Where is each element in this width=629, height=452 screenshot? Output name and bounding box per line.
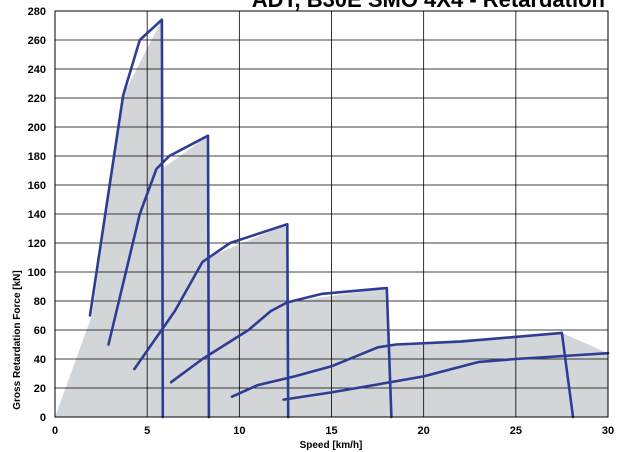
y-tick-label: 60 [34, 325, 46, 337]
x-tick-label: 25 [510, 425, 522, 437]
gear-curve-1 [88, 18, 165, 419]
y-tick-label: 240 [28, 64, 46, 76]
y-tick-label: 260 [28, 35, 46, 47]
y-tick-label: 200 [28, 122, 46, 134]
x-tick-label: 5 [144, 425, 150, 437]
y-tick-label: 80 [34, 296, 46, 308]
y-axis-label: Gross Retardation Force [kN] [12, 270, 23, 409]
y-tick-label: 220 [28, 93, 46, 105]
retardation-envelope-area [55, 19, 608, 417]
y-tick-label: 120 [28, 238, 46, 250]
x-tick-label: 20 [418, 425, 430, 437]
x-tick-label: 30 [602, 425, 614, 437]
gear-curve-6 [282, 351, 610, 401]
y-tick-label: 280 [28, 6, 46, 18]
x-tick-label: 0 [52, 425, 58, 437]
gear-curve-3 [133, 222, 290, 419]
y-tick-label: 100 [28, 267, 46, 279]
gear-curve-4 [169, 286, 393, 419]
plot-area [54, 10, 610, 419]
chart-title: ADT, B30E SMO 4X4 - Retardation [252, 0, 605, 12]
plot-frame [54, 10, 609, 418]
y-tick-label: 20 [34, 383, 46, 395]
x-tick-label: 10 [233, 425, 245, 437]
y-tick-label: 140 [28, 209, 46, 221]
y-tick-label: 0 [40, 412, 46, 424]
x-tick-label: 15 [325, 425, 337, 437]
x-axis-label: Speed [km/h] [300, 440, 363, 451]
gear-curve-5 [230, 331, 575, 419]
y-tick-label: 180 [28, 151, 46, 163]
gear-curve-2 [107, 134, 211, 419]
y-tick-label: 160 [28, 180, 46, 192]
y-tick-label: 40 [34, 354, 46, 366]
